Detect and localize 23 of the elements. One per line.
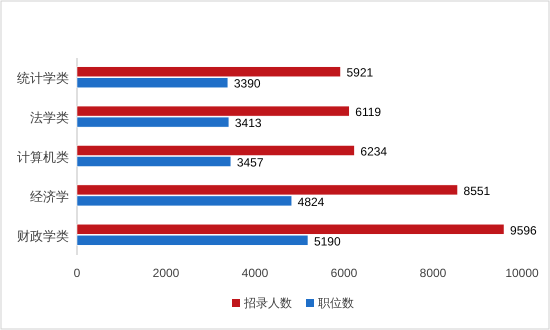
x-tick-label: 0	[74, 266, 81, 280]
data-label: 5190	[314, 234, 341, 248]
data-label: 4824	[298, 194, 325, 209]
data-label: 8551	[464, 184, 491, 198]
data-label: 9596	[510, 223, 538, 238]
y-tick-label: 计算机类	[17, 150, 69, 164]
y-tick-label: 经济学	[30, 188, 69, 204]
data-label: 3390	[234, 76, 261, 91]
legend-label: 招录人数	[243, 296, 292, 310]
data-label: 6119	[355, 105, 382, 120]
data-label: 5921	[346, 66, 374, 80]
data-label: 6234	[360, 144, 388, 158]
data-label: 3413	[234, 116, 262, 130]
y-tick-label: 统计学类	[17, 70, 69, 86]
x-tick-label: 4000	[242, 266, 269, 280]
y-tick-label: 法学类	[30, 110, 69, 126]
legend-label: 职位数	[318, 296, 354, 310]
x-tick-label: 2000	[152, 266, 180, 280]
y-tick-label: 财政学类	[17, 228, 69, 244]
x-tick-label: 8000	[420, 266, 447, 280]
data-label: 3457	[236, 156, 264, 170]
x-tick-label: 10000	[505, 266, 540, 280]
x-tick-label: 6000	[330, 266, 358, 280]
